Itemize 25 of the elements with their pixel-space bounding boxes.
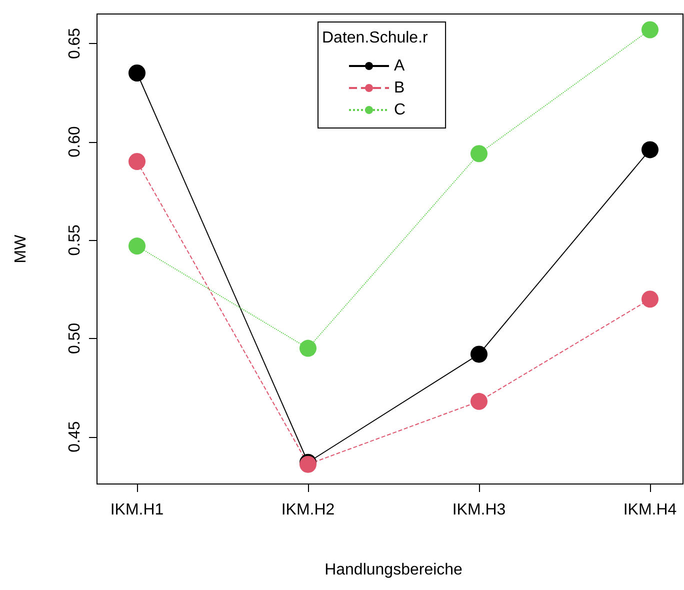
legend-label: B [394, 80, 405, 96]
point [300, 340, 316, 357]
x-tick-label: IKM.H3 [452, 502, 506, 518]
y-tick-label: 0.45 [66, 421, 84, 452]
y-axis-title: MW [12, 234, 30, 264]
point [470, 346, 488, 363]
point [128, 238, 146, 255]
point [642, 290, 658, 308]
y-tick-label: 0.65 [66, 28, 84, 60]
y-tick-label: 0.55 [66, 224, 84, 256]
x-tick-label: IKM.H2 [281, 502, 335, 518]
y-tick-label: 0.60 [66, 126, 84, 158]
point [128, 152, 146, 170]
y-tick-label: 0.50 [66, 322, 84, 354]
point [128, 64, 146, 82]
point [642, 21, 658, 38]
point [470, 392, 488, 410]
legend-label: C [394, 102, 406, 118]
x-tick-label: IKM.H4 [623, 502, 677, 518]
legend-title: Daten.Schule.r [322, 30, 429, 46]
legend-label: A [394, 58, 405, 74]
point [642, 141, 658, 158]
x-tick-label: IKM.H1 [110, 502, 164, 518]
point [470, 145, 488, 162]
x-axis-title: Handlungsbereiche [324, 562, 463, 578]
